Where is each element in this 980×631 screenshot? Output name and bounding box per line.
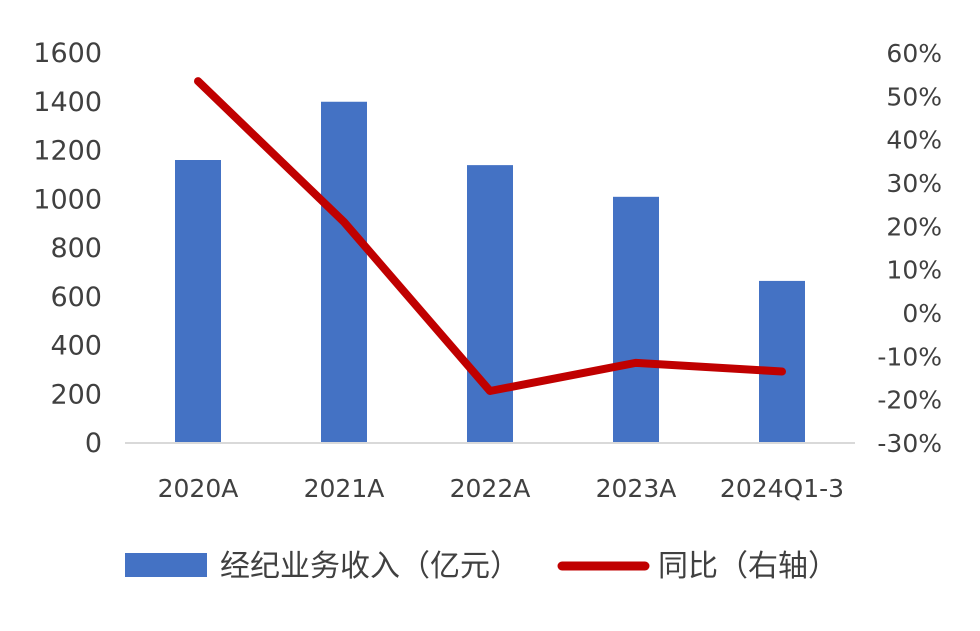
x-axis-ticks: 2020A 2021A 2022A 2023A 2024Q1-3	[158, 474, 844, 503]
left-axis-ticks: 0 200 400 600 800 1000 1200 1400 1600	[33, 38, 102, 459]
left-tick-label: 0	[85, 428, 102, 459]
left-tick-label: 200	[50, 379, 102, 410]
right-tick-label: -20%	[877, 386, 942, 415]
right-tick-label: 10%	[886, 256, 942, 285]
bar-2023A	[613, 197, 659, 443]
right-tick-label: 50%	[886, 82, 942, 111]
left-tick-label: 600	[50, 282, 102, 313]
right-axis-ticks: -30% -20% -10% 0% 10% 20% 30% 40% 50% 60%	[877, 39, 942, 458]
right-tick-label: 0%	[902, 299, 942, 328]
right-tick-label: -10%	[877, 342, 942, 371]
x-tick-label: 2022A	[450, 474, 531, 503]
legend-bar-label: 经纪业务收入（亿元）	[220, 549, 520, 584]
bar-2021A	[321, 102, 367, 443]
right-tick-label: 40%	[886, 126, 942, 155]
right-tick-label: 60%	[886, 39, 942, 68]
legend: 经纪业务收入（亿元） 同比（右轴）	[125, 549, 838, 584]
x-tick-label: 2023A	[596, 474, 677, 503]
bar-2022A	[467, 165, 513, 443]
left-tick-label: 800	[50, 233, 102, 264]
right-tick-label: 30%	[886, 169, 942, 198]
left-tick-label: 1200	[33, 136, 102, 167]
left-tick-label: 1400	[33, 87, 102, 118]
right-tick-label: 20%	[886, 212, 942, 241]
left-tick-label: 1600	[33, 38, 102, 69]
bar-2024Q1-3	[759, 281, 805, 443]
x-tick-label: 2024Q1-3	[720, 474, 844, 503]
x-tick-label: 2021A	[304, 474, 385, 503]
legend-line-label: 同比（右轴）	[658, 549, 838, 584]
x-tick-label: 2020A	[158, 474, 239, 503]
left-tick-label: 400	[50, 331, 102, 362]
right-tick-label: -30%	[877, 429, 942, 458]
bar-2020A	[175, 160, 221, 443]
left-tick-label: 1000	[33, 184, 102, 215]
legend-bar-swatch	[125, 553, 207, 577]
